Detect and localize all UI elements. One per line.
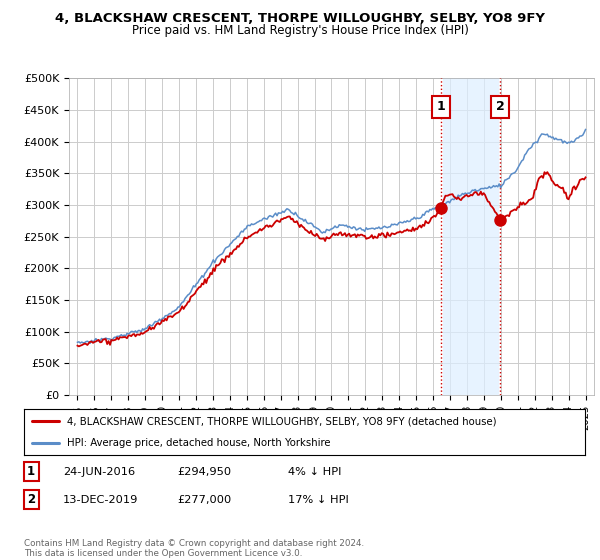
Text: 4, BLACKSHAW CRESCENT, THORPE WILLOUGHBY, SELBY, YO8 9FY: 4, BLACKSHAW CRESCENT, THORPE WILLOUGHBY… [55,12,545,25]
Text: £294,950: £294,950 [177,466,231,477]
Text: 1: 1 [437,100,446,113]
Text: 2: 2 [496,100,505,113]
Text: Contains HM Land Registry data © Crown copyright and database right 2024.
This d: Contains HM Land Registry data © Crown c… [24,539,364,558]
Text: 4% ↓ HPI: 4% ↓ HPI [288,466,341,477]
Text: HPI: Average price, detached house, North Yorkshire: HPI: Average price, detached house, Nort… [67,438,331,448]
Text: 2: 2 [27,493,35,506]
Text: £277,000: £277,000 [177,494,231,505]
Text: 4, BLACKSHAW CRESCENT, THORPE WILLOUGHBY, SELBY, YO8 9FY (detached house): 4, BLACKSHAW CRESCENT, THORPE WILLOUGHBY… [67,416,497,426]
Text: 24-JUN-2016: 24-JUN-2016 [63,466,135,477]
Text: 17% ↓ HPI: 17% ↓ HPI [288,494,349,505]
Text: 1: 1 [27,465,35,478]
Text: Price paid vs. HM Land Registry's House Price Index (HPI): Price paid vs. HM Land Registry's House … [131,24,469,36]
Text: 13-DEC-2019: 13-DEC-2019 [63,494,139,505]
